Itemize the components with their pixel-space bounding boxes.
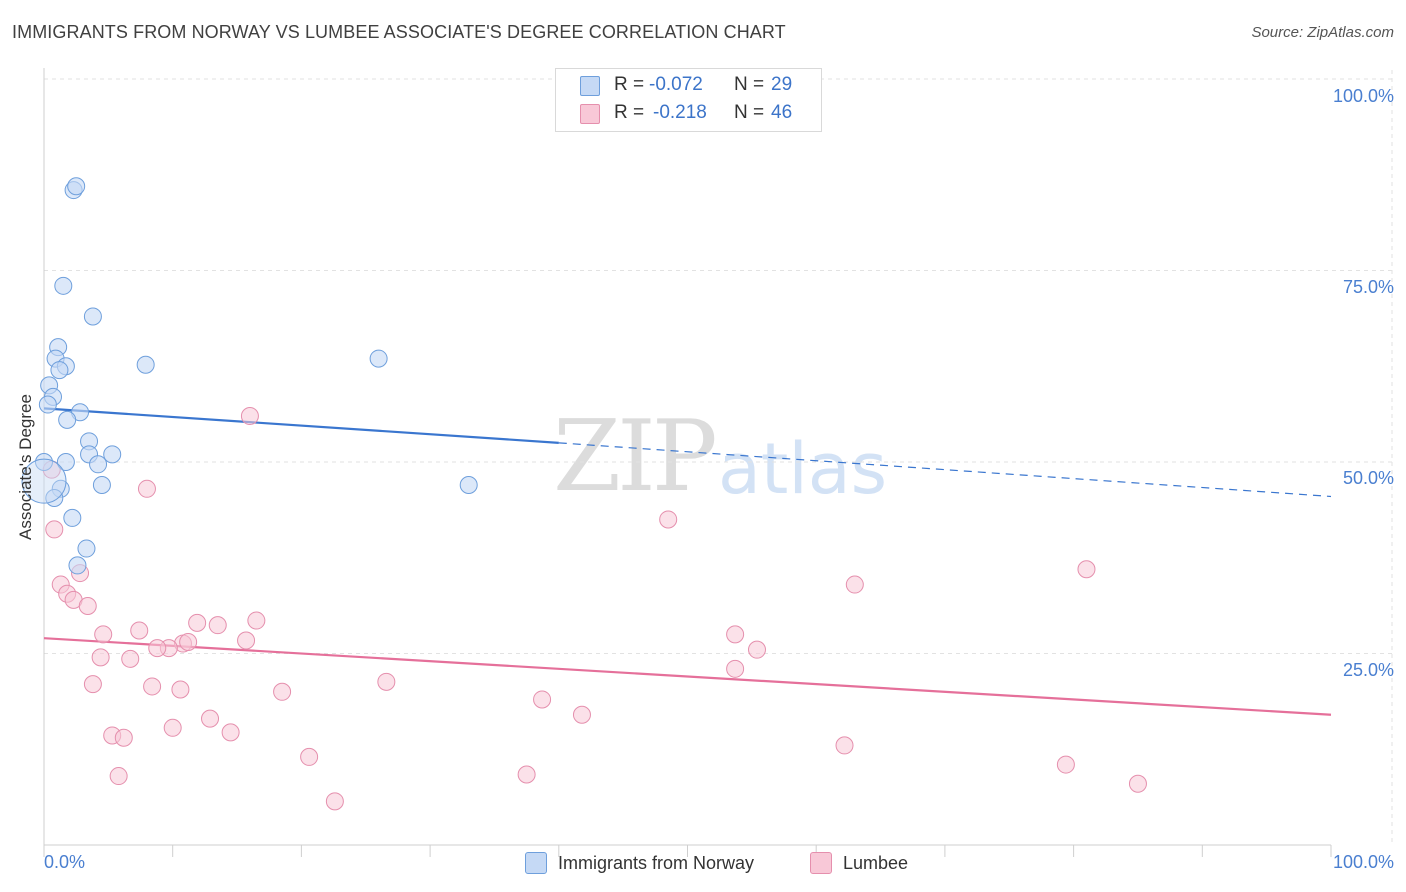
lumbee-point xyxy=(109,767,128,786)
lumbee-point xyxy=(659,510,678,529)
norway-point xyxy=(459,475,478,494)
lumbee-point xyxy=(148,639,167,658)
lumbee-point xyxy=(325,792,344,811)
lumbee-point xyxy=(300,747,319,766)
norway-point xyxy=(67,177,86,196)
x-tick-label: 100.0% xyxy=(1332,852,1394,872)
lumbee-point xyxy=(517,765,536,784)
stats-legend: R = -0.072 N = 29 R = -0.218 N = 46 xyxy=(555,68,822,132)
lumbee-point xyxy=(130,621,149,640)
norway-point xyxy=(58,410,77,429)
norway-trend-extension xyxy=(558,442,1332,498)
legend-label-norway: Immigrants from Norway xyxy=(558,853,755,873)
watermark-atlas: atlas xyxy=(718,428,888,510)
norway-point xyxy=(50,361,69,380)
norway-point xyxy=(56,453,75,471)
lumbee-trend-line xyxy=(43,637,1332,716)
legend-r-value: -0.072 xyxy=(649,74,703,95)
y-tick-label: 50.0% xyxy=(1342,468,1394,488)
lumbee-point xyxy=(201,709,220,728)
data-points xyxy=(21,177,1147,811)
norway-point xyxy=(77,539,96,558)
lumbee-point xyxy=(114,728,133,747)
lumbee-point xyxy=(726,625,745,644)
x-tick-label: 0.0% xyxy=(44,852,86,872)
lumbee-point xyxy=(377,672,396,691)
lumbee-point xyxy=(91,648,110,667)
lumbee-point xyxy=(1128,774,1147,793)
lumbee-point xyxy=(835,736,854,755)
legend-swatch-blue xyxy=(580,76,600,96)
lumbee-point xyxy=(83,675,102,694)
lumbee-point xyxy=(94,625,113,644)
lumbee-point xyxy=(221,723,240,742)
norway-point xyxy=(35,453,53,471)
lumbee-point xyxy=(240,407,259,426)
legend-n-value: 46 xyxy=(771,102,793,123)
legend-r-label: R = xyxy=(614,74,645,95)
norway-point xyxy=(89,455,108,474)
norway-point xyxy=(369,349,388,368)
legend-label-lumbee: Lumbee xyxy=(843,853,909,873)
legend-swatch-blue xyxy=(525,852,547,874)
norway-point xyxy=(83,307,102,326)
lumbee-point xyxy=(137,479,156,498)
norway-trend-line xyxy=(43,407,559,444)
norway-point xyxy=(136,355,155,374)
lumbee-point xyxy=(179,633,198,652)
lumbee-point xyxy=(1056,755,1075,774)
watermark-zip: ZIP xyxy=(553,400,718,514)
norway-point xyxy=(103,445,122,464)
legend-r-value: -0.218 xyxy=(653,102,707,123)
lumbee-point xyxy=(121,649,140,668)
grid-lines xyxy=(44,70,1393,845)
lumbee-point xyxy=(163,718,182,737)
legend-n-label: N = xyxy=(734,74,765,95)
y-tick-label: 100.0% xyxy=(1332,86,1394,106)
trend-lines xyxy=(43,407,1332,716)
lumbee-point xyxy=(237,631,256,650)
lumbee-point xyxy=(533,690,552,709)
legend-n-label: N = xyxy=(734,102,765,123)
y-axis-label: Associate's Degree xyxy=(16,394,35,540)
lumbee-point xyxy=(208,616,227,635)
lumbee-point xyxy=(726,659,745,678)
norway-point xyxy=(92,475,111,494)
y-tick-label: 75.0% xyxy=(1342,277,1394,297)
lumbee-point xyxy=(247,611,266,630)
legend-r-label: R = xyxy=(614,102,645,123)
lumbee-point xyxy=(171,680,190,699)
norway-point xyxy=(63,508,82,527)
lumbee-point xyxy=(845,575,864,594)
lumbee-point xyxy=(45,520,64,539)
legend-swatch-pink xyxy=(810,852,832,874)
y-tick-label: 25.0% xyxy=(1342,660,1394,680)
legend-swatch-pink xyxy=(580,104,600,124)
source-label: Source: ZipAtlas.com xyxy=(1251,24,1394,41)
lumbee-point xyxy=(188,613,207,632)
lumbee-point xyxy=(1077,560,1096,579)
lumbee-point xyxy=(143,677,162,696)
chart-title: IMMIGRANTS FROM NORWAY VS LUMBEE ASSOCIA… xyxy=(12,22,786,42)
norway-point xyxy=(21,458,67,504)
lumbee-point xyxy=(273,682,292,701)
lumbee-point xyxy=(78,597,97,616)
lumbee-point xyxy=(747,640,766,659)
lumbee-point xyxy=(572,705,591,724)
legend-n-value: 29 xyxy=(771,74,793,95)
norway-point xyxy=(54,276,73,295)
norway-point xyxy=(38,395,57,414)
norway-point xyxy=(68,556,87,575)
